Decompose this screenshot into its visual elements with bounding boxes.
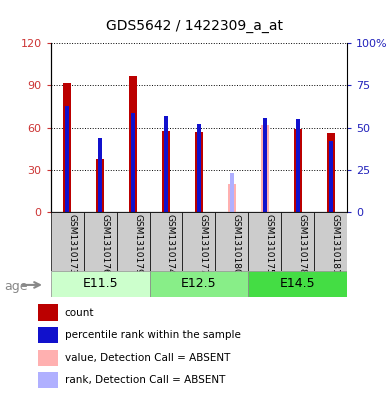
Bar (228, 184, 236, 212)
Bar (261, 125, 269, 212)
Text: E12.5: E12.5 (181, 277, 217, 290)
Bar (294, 129, 302, 212)
Bar (117, 212, 149, 271)
Bar (149, 212, 183, 271)
Bar (263, 118, 267, 212)
Bar (38, 327, 57, 343)
Bar (65, 106, 69, 212)
Bar (162, 130, 170, 212)
Bar (326, 133, 335, 212)
Text: value, Detection Call = ABSENT: value, Detection Call = ABSENT (65, 353, 230, 363)
Text: GDS5642 / 1422309_a_at: GDS5642 / 1422309_a_at (106, 19, 284, 33)
Bar (314, 212, 347, 271)
Bar (63, 83, 71, 212)
Text: GSM1310180: GSM1310180 (232, 214, 241, 275)
Text: GSM1310174: GSM1310174 (166, 214, 175, 275)
Bar (129, 75, 137, 212)
Text: GSM1310173: GSM1310173 (67, 214, 76, 275)
Bar (51, 271, 149, 297)
Bar (281, 212, 314, 271)
Bar (51, 212, 83, 271)
Bar (38, 305, 57, 321)
Bar (83, 212, 117, 271)
Bar (38, 372, 57, 388)
Text: count: count (65, 308, 94, 318)
Bar (230, 173, 234, 212)
Bar (98, 138, 102, 212)
Bar (183, 212, 215, 271)
Bar (131, 112, 135, 212)
Bar (296, 119, 300, 212)
Bar (195, 132, 203, 212)
Bar (38, 350, 57, 366)
Bar (215, 212, 248, 271)
Text: age: age (4, 279, 27, 293)
Text: GSM1310179: GSM1310179 (133, 214, 142, 275)
Bar (149, 271, 248, 297)
Text: GSM1310178: GSM1310178 (298, 214, 307, 275)
Text: GSM1310181: GSM1310181 (331, 214, 340, 275)
Text: E14.5: E14.5 (280, 277, 316, 290)
Text: E11.5: E11.5 (82, 277, 118, 290)
Bar (96, 159, 104, 212)
Text: rank, Detection Call = ABSENT: rank, Detection Call = ABSENT (65, 375, 225, 386)
Bar (164, 116, 168, 212)
Text: GSM1310177: GSM1310177 (199, 214, 208, 275)
Text: GSM1310176: GSM1310176 (100, 214, 109, 275)
Bar (197, 124, 201, 212)
Bar (248, 271, 347, 297)
Bar (248, 212, 281, 271)
Text: percentile rank within the sample: percentile rank within the sample (65, 330, 240, 340)
Bar (329, 141, 333, 212)
Text: GSM1310175: GSM1310175 (265, 214, 274, 275)
